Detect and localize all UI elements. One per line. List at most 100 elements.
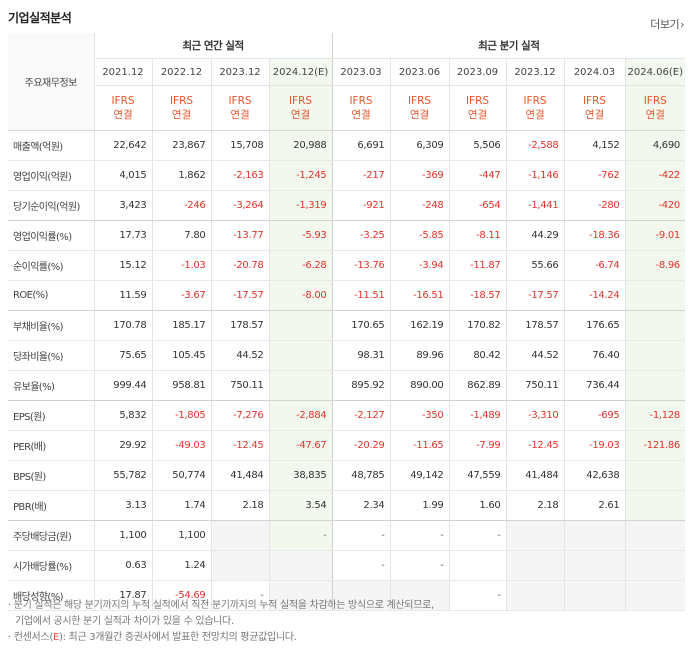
table-cell: -246: [151, 190, 211, 221]
table-cell: -369: [389, 160, 449, 191]
section-title: 기업실적분석: [8, 11, 72, 25]
table-cell: -3.25: [331, 220, 390, 251]
table-row: 부채비율(%) 170.78 185.17 178.57 170.65 162.19 170…: [8, 310, 685, 341]
table-cell: -2,588: [505, 130, 564, 161]
table-cell: 105.45: [151, 340, 211, 371]
table-cell: [268, 550, 332, 581]
table-cell: 890.00: [389, 370, 449, 401]
table-cell: 750.11: [505, 370, 564, 401]
table-cell: -13.76: [331, 250, 390, 281]
table-cell: -654: [448, 190, 506, 221]
table-cell: 1.60: [448, 490, 506, 521]
table-cell: 170.82: [448, 310, 506, 341]
table-cell: -1,319: [268, 190, 332, 221]
table-cell: -1,805: [151, 400, 211, 431]
table-cell: 170.65: [331, 310, 390, 341]
table-cell: -3.94: [389, 250, 449, 281]
table-cell: 17.87: [93, 580, 152, 611]
table-cell: [563, 580, 625, 611]
standard-consolidated: 연결: [113, 109, 133, 121]
period-header: 2023.06: [389, 58, 449, 86]
table-cell: 5,832: [93, 400, 152, 431]
row-label: 매출액(억원): [8, 130, 94, 161]
table-cell: 1.24: [151, 550, 211, 581]
table-cell: -2,884: [268, 400, 332, 431]
table-cell: 75.65: [93, 340, 152, 371]
table-cell: -20.78: [210, 250, 269, 281]
standard-header: IFRS 연결: [268, 85, 332, 131]
table-row: 영업이익률(%) 17.73 7.80 -13.77 -5.93 -3.25 -5.85 -8…: [8, 220, 685, 251]
table-cell: -695: [563, 400, 625, 431]
row-label: ROE(%): [8, 280, 94, 311]
table-cell: 48,785: [331, 460, 390, 491]
table-cell: -16.51: [389, 280, 449, 311]
table-cell: -: [389, 520, 449, 551]
table-cell: 999.44: [93, 370, 152, 401]
standard-ifrs: IFRS: [465, 95, 490, 107]
table-cell: -1,441: [505, 190, 564, 221]
footnote-quarter-calc: · 분기 실적은 해당 분기까지의 누적 실적에서 직전 분기까지의 누적 실적…: [8, 600, 434, 611]
table-cell: 44.52: [210, 340, 269, 371]
table-cell: 11.59: [93, 280, 152, 311]
table-cell: [624, 340, 685, 371]
table-cell: 89.96: [389, 340, 449, 371]
table-cell: -19.03: [563, 430, 625, 461]
standard-consolidated: 연결: [290, 109, 311, 121]
standard-header: IFRS 연결: [563, 85, 625, 131]
table-cell: -12.45: [210, 430, 269, 461]
table-cell: -2,127: [331, 400, 390, 431]
table-cell: 2.18: [210, 490, 269, 521]
table-cell: -6.28: [268, 250, 332, 281]
standard-ifrs: IFRS: [523, 95, 547, 107]
table-cell: 5,506: [448, 130, 506, 161]
table-cell: 20,988: [268, 130, 332, 161]
table-cell: 178.57: [210, 310, 269, 341]
table-cell: -: [331, 550, 390, 581]
table-cell: 6,309: [389, 130, 449, 161]
chevron-right-icon: ›: [680, 18, 684, 31]
standard-header: IFRS 연결: [624, 85, 685, 131]
row-label: 배당성향(%): [8, 580, 94, 611]
table-cell: [210, 550, 269, 581]
table-cell: 41,484: [210, 460, 269, 491]
table-cell: 895.92: [331, 370, 390, 401]
period-header: 2023.12: [210, 58, 269, 86]
table-cell: -2,163: [210, 160, 269, 191]
table-cell: 44.52: [505, 340, 564, 371]
standard-ifrs: IFRS: [228, 95, 252, 107]
table-cell: 862.89: [448, 370, 506, 401]
table-cell: 80.42: [448, 340, 506, 371]
table-cell: -11.65: [389, 430, 449, 461]
standard-ifrs: IFRS: [643, 95, 667, 107]
row-label: PER(배): [8, 430, 94, 461]
table-row: PER(배) 29.92 -49.03 -12.45 -47.67 -20.29 -11.6…: [8, 430, 685, 461]
row-label: 당좌비율(%): [8, 340, 94, 371]
standard-ifrs: IFRS: [111, 95, 135, 107]
table-row: 당좌비율(%) 75.65 105.45 44.52 98.31 89.96 80.42 44…: [8, 340, 685, 371]
table-cell: 44.29: [505, 220, 564, 251]
table-cell: -7,276: [210, 400, 269, 431]
table-cell: 2.61: [563, 490, 625, 521]
table-cell: -3,310: [505, 400, 564, 431]
standard-header: IFRS 연결: [151, 85, 211, 131]
table-cell: 47,559: [448, 460, 506, 491]
standard-consolidated: 연결: [171, 109, 192, 121]
table-cell: -18.57: [448, 280, 506, 311]
table-cell: -: [448, 520, 506, 551]
standard-ifrs: IFRS: [288, 95, 313, 107]
table-cell: -11.87: [448, 250, 506, 281]
more-label: 더보기: [650, 18, 680, 31]
table-cell: 4,152: [563, 130, 625, 161]
table-cell: 55,782: [93, 460, 152, 491]
table-cell: 185.17: [151, 310, 211, 341]
period-header: 2023.03: [331, 58, 390, 86]
footnote-consensus: · 컨센서스(E): 최근 3개월간 증권사에서 발표한 전망치의 평균값입니다…: [8, 630, 434, 646]
table-cell: -5.85: [389, 220, 449, 251]
table-cell: 3.54: [268, 490, 332, 521]
table-row: ROE(%) 11.59 -3.67 -17.57 -8.00 -11.51 -16.51-…: [8, 280, 685, 311]
standard-ifrs: IFRS: [349, 95, 373, 107]
table-cell: 176.65: [563, 310, 625, 341]
more-link[interactable]: 더보기›: [650, 16, 684, 32]
standard-consolidated: 연결: [584, 109, 605, 121]
